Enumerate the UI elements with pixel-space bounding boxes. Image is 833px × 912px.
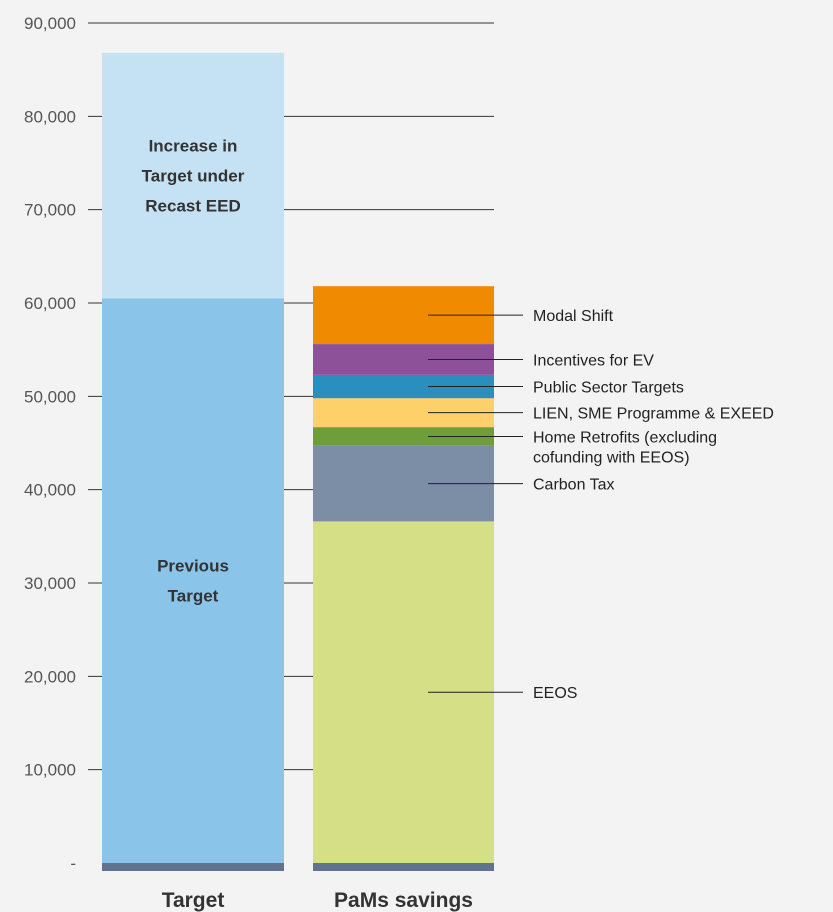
y-tick-label: 30,000 [24, 574, 76, 593]
segment-label: Recast EED [145, 197, 240, 216]
segment-label: Home Retrofits (excluding [533, 429, 717, 446]
bar-segment [102, 298, 284, 863]
segment-label: Modal Shift [533, 308, 614, 325]
y-tick-label: 70,000 [24, 201, 76, 220]
y-tick-label: 50,000 [24, 387, 76, 406]
category-label: PaMs savings [334, 889, 473, 912]
baseline-band [102, 863, 284, 871]
segment-label: Target under [142, 167, 245, 186]
segment-label: Carbon Tax [533, 477, 615, 494]
segment-labels: Previous Target Increase in Target under Rec… [142, 137, 774, 703]
segment-label: Previous [157, 557, 229, 576]
y-tick-label: 90,000 [24, 14, 76, 33]
bar-segment [102, 52, 284, 299]
bar-segment [313, 374, 494, 399]
segment-label: cofunding with EEOS) [533, 449, 690, 466]
category-labels: Target PaMs savings [162, 889, 473, 912]
segment-label: Increase in [149, 137, 238, 156]
y-tick-label: 60,000 [24, 294, 76, 313]
y-tick-label: 80,000 [24, 107, 76, 126]
segment-label: LIEN, SME Programme & EXEED [533, 406, 774, 423]
baseline-band [313, 863, 494, 871]
y-tick-label: 10,000 [24, 761, 76, 780]
category-label: Target [162, 889, 225, 912]
bar-segment [313, 427, 494, 446]
y-tick-label: - [70, 854, 76, 873]
segment-label: Public Sector Targets [533, 380, 684, 397]
y-axis-tick-labels: - 10,000 20,000 30,000 40,000 50,000 60,000 70,… [24, 14, 76, 873]
y-tick-label: 40,000 [24, 481, 76, 500]
segment-label: EEOS [533, 685, 577, 702]
segment-label: Target [168, 587, 219, 606]
segment-label: Incentives for EV [533, 352, 654, 369]
bars [102, 52, 494, 871]
y-tick-label: 20,000 [24, 667, 76, 686]
